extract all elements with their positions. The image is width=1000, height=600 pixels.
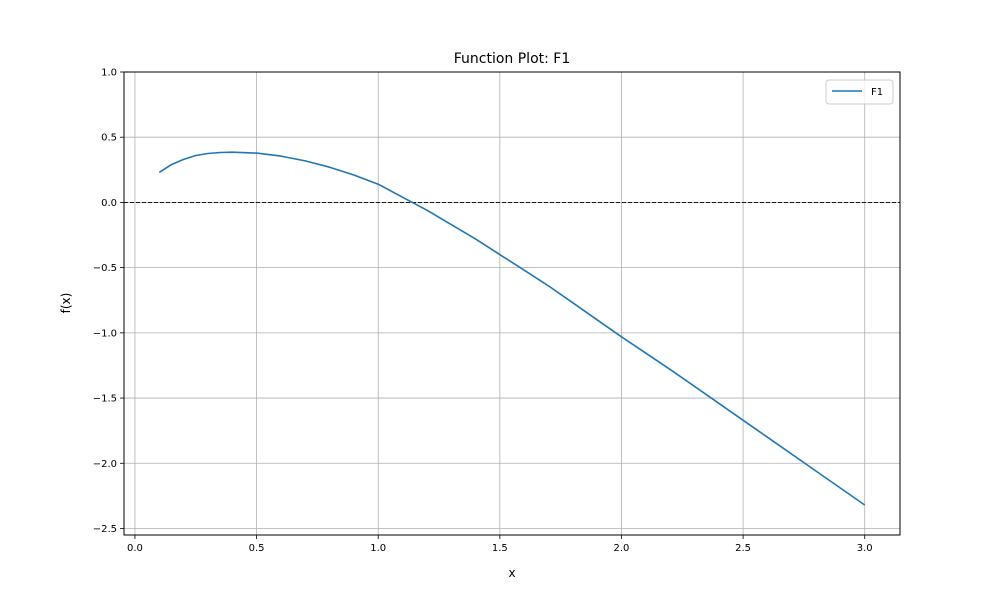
y-tick-label: −2.5 xyxy=(93,524,117,535)
x-tick-label: 0.5 xyxy=(249,543,265,554)
legend-entry-f1: F1 xyxy=(871,87,883,98)
y-tick-label: −1.5 xyxy=(93,394,117,405)
y-axis-ticks: 1.0 0.5 0.0 −0.5 −1.0 −1.5 −2.0 −2.5 xyxy=(93,68,124,535)
y-tick-label: −2.0 xyxy=(93,459,117,470)
legend: F1 xyxy=(825,79,894,105)
series-line-f1 xyxy=(158,151,866,506)
x-tick-label: 2.5 xyxy=(735,543,751,554)
x-axis-label: x xyxy=(508,566,515,580)
series-layer xyxy=(158,151,866,506)
y-axis-label: f(x) xyxy=(59,293,73,314)
x-axis-ticks: 0.0 0.5 1.0 1.5 2.0 2.5 3.0 xyxy=(127,535,873,554)
legend-box xyxy=(825,79,894,105)
x-tick-label: 0.0 xyxy=(127,543,143,554)
y-tick-label: −1.0 xyxy=(93,328,117,339)
x-tick-label: 3.0 xyxy=(857,543,873,554)
chart-title: Function Plot: F1 xyxy=(454,51,571,67)
y-tick-label: 1.0 xyxy=(101,68,117,79)
y-tick-label: 0.0 xyxy=(101,198,117,209)
plot-frame xyxy=(123,71,901,536)
x-tick-label: 2.0 xyxy=(614,543,630,554)
y-tick-label: −0.5 xyxy=(93,263,117,274)
y-tick-label: 0.5 xyxy=(101,133,117,144)
x-tick-label: 1.0 xyxy=(370,543,386,554)
x-tick-label: 1.5 xyxy=(492,543,508,554)
